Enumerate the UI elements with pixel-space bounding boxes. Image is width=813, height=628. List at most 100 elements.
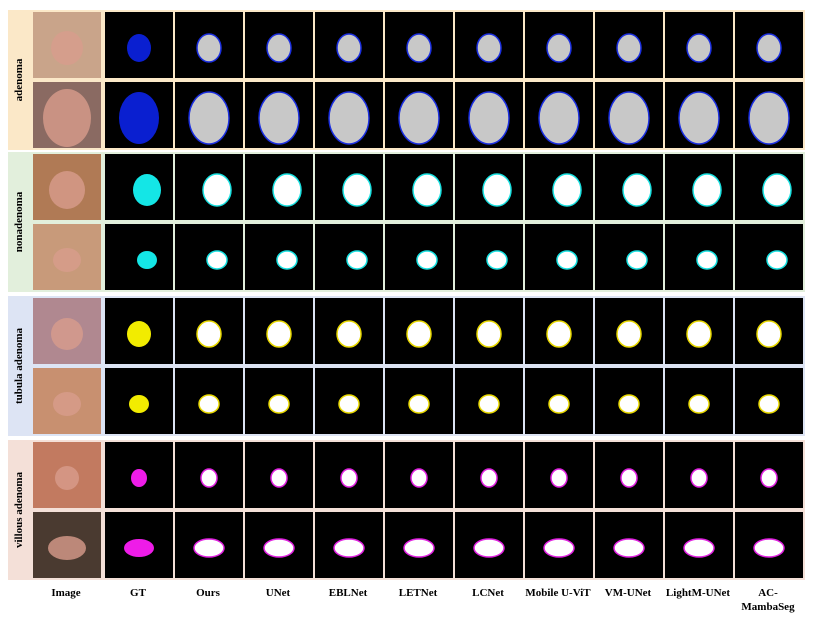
polyp xyxy=(55,466,79,490)
polyp xyxy=(43,89,91,147)
predicted-mask xyxy=(620,468,638,488)
predicted-mask xyxy=(556,250,578,270)
predicted-mask xyxy=(550,468,568,488)
predicted-mask xyxy=(266,320,292,348)
column-label: UNet xyxy=(265,587,291,599)
predicted-mask xyxy=(333,538,365,558)
predicted-mask xyxy=(193,538,225,558)
ground-truth-mask xyxy=(129,395,149,413)
predicted-mask xyxy=(756,33,782,63)
predicted-mask xyxy=(622,173,652,207)
predicted-mask xyxy=(548,394,570,414)
predicted-mask xyxy=(626,250,648,270)
predicted-mask xyxy=(473,538,505,558)
column-label: GT xyxy=(130,587,146,599)
ground-truth-mask xyxy=(127,321,151,347)
predicted-mask xyxy=(686,33,712,63)
predicted-mask xyxy=(486,250,508,270)
predicted-mask xyxy=(480,468,498,488)
predicted-mask xyxy=(336,33,362,63)
predicted-mask xyxy=(546,320,572,348)
predicted-mask xyxy=(188,91,230,145)
predicted-mask xyxy=(398,91,440,145)
predicted-mask xyxy=(762,173,792,207)
row-label: nonadenoma xyxy=(13,191,25,252)
ground-truth-mask xyxy=(119,92,159,144)
predicted-mask xyxy=(263,538,295,558)
predicted-mask xyxy=(678,91,720,145)
predicted-mask xyxy=(616,320,642,348)
predicted-mask xyxy=(476,33,502,63)
predicted-mask xyxy=(196,33,222,63)
predicted-mask xyxy=(338,394,360,414)
predicted-mask xyxy=(258,91,300,145)
column-label: Ours xyxy=(196,587,220,599)
ground-truth-mask xyxy=(131,469,147,487)
predicted-mask xyxy=(688,394,710,414)
column-label: LightM-UNet xyxy=(665,587,731,599)
predicted-mask xyxy=(618,394,640,414)
predicted-mask xyxy=(416,250,438,270)
predicted-mask xyxy=(753,538,785,558)
predicted-mask xyxy=(346,250,368,270)
ground-truth-mask xyxy=(127,34,151,62)
predicted-mask xyxy=(692,173,722,207)
predicted-mask xyxy=(482,173,512,207)
predicted-mask xyxy=(476,320,502,348)
predicted-mask xyxy=(412,173,442,207)
predicted-mask xyxy=(268,394,290,414)
row-label: villous adenoma xyxy=(13,471,25,548)
predicted-mask xyxy=(206,250,228,270)
predicted-mask xyxy=(403,538,435,558)
predicted-mask xyxy=(406,33,432,63)
predicted-mask xyxy=(198,394,220,414)
column-label: LETNet xyxy=(398,587,438,599)
predicted-mask xyxy=(478,394,500,414)
predicted-mask xyxy=(270,468,288,488)
predicted-mask xyxy=(266,33,292,63)
predicted-mask xyxy=(683,538,715,558)
predicted-mask xyxy=(538,91,580,145)
predicted-mask xyxy=(200,468,218,488)
ground-truth-mask xyxy=(137,251,157,269)
polyp xyxy=(51,31,83,65)
predicted-mask xyxy=(342,173,372,207)
column-label: Image xyxy=(51,587,81,599)
predicted-mask xyxy=(408,394,430,414)
column-label: Mobile U-ViT xyxy=(525,587,591,599)
predicted-mask xyxy=(543,538,575,558)
polyp xyxy=(53,248,81,272)
predicted-mask xyxy=(616,33,642,63)
predicted-mask xyxy=(328,91,370,145)
column-label: VM-UNet xyxy=(604,587,652,599)
predicted-mask xyxy=(336,320,362,348)
predicted-mask xyxy=(748,91,790,145)
predicted-mask xyxy=(552,173,582,207)
ground-truth-mask xyxy=(133,174,161,206)
predicted-mask xyxy=(196,320,222,348)
predicted-mask xyxy=(546,33,572,63)
row-label: adenoma xyxy=(13,58,25,101)
predicted-mask xyxy=(410,468,428,488)
predicted-mask xyxy=(276,250,298,270)
predicted-mask xyxy=(202,173,232,207)
column-label: AC-MambaSeg xyxy=(741,587,795,613)
predicted-mask xyxy=(686,320,712,348)
polyp xyxy=(53,392,81,416)
ground-truth-mask xyxy=(124,539,154,557)
predicted-mask xyxy=(758,394,780,414)
row-label: tubula adenoma xyxy=(13,327,25,404)
polyp xyxy=(51,318,83,350)
predicted-mask xyxy=(756,320,782,348)
column-label: EBLNet xyxy=(328,587,368,599)
predicted-mask xyxy=(608,91,650,145)
column-label: LCNet xyxy=(472,587,504,599)
predicted-mask xyxy=(340,468,358,488)
predicted-mask xyxy=(690,468,708,488)
predicted-mask xyxy=(766,250,788,270)
predicted-mask xyxy=(468,91,510,145)
predicted-mask xyxy=(760,468,778,488)
predicted-mask xyxy=(272,173,302,207)
